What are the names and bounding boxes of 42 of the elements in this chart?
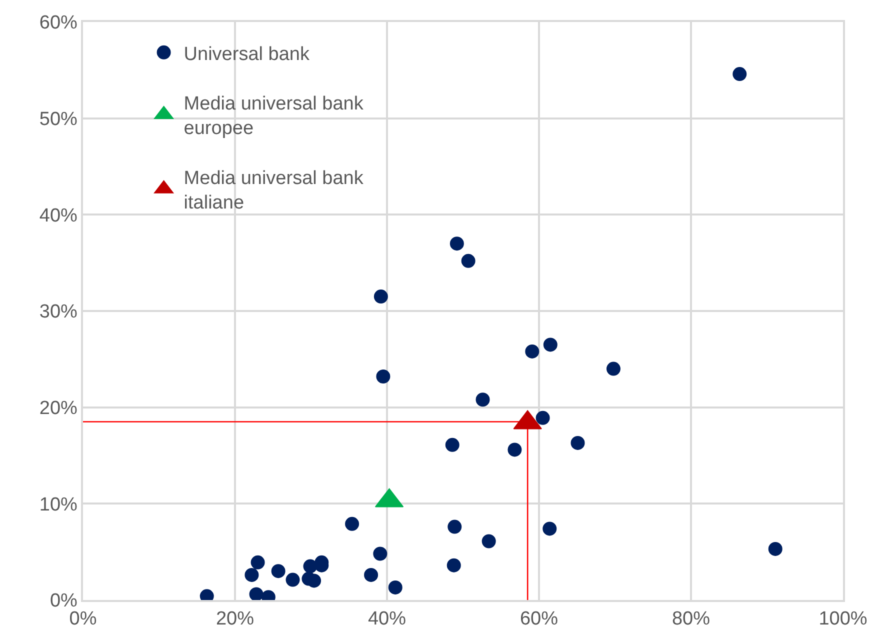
y-tick-label: 40% bbox=[39, 205, 78, 226]
y-tick-label: 50% bbox=[39, 108, 78, 130]
point bbox=[461, 254, 476, 268]
legend-label: Media universal bank europee bbox=[184, 94, 364, 140]
point bbox=[476, 392, 490, 407]
point bbox=[374, 290, 388, 304]
point bbox=[244, 568, 259, 582]
point bbox=[508, 442, 522, 457]
point bbox=[606, 362, 620, 376]
point bbox=[768, 542, 782, 556]
point bbox=[570, 436, 585, 450]
point bbox=[307, 574, 322, 588]
point bbox=[448, 520, 462, 534]
point bbox=[446, 558, 461, 572]
point bbox=[388, 580, 402, 594]
point bbox=[482, 534, 496, 548]
point bbox=[445, 438, 460, 452]
point bbox=[373, 546, 388, 561]
legend-label: Universal bank bbox=[184, 44, 310, 65]
point bbox=[542, 522, 557, 536]
point bbox=[271, 564, 286, 578]
point bbox=[543, 338, 558, 352]
point bbox=[364, 568, 378, 582]
x-tick-label: 80% bbox=[672, 608, 710, 630]
point bbox=[286, 572, 300, 587]
y-tick-label: 60% bbox=[39, 12, 78, 34]
y-tick-label: 30% bbox=[39, 302, 78, 323]
point bbox=[525, 344, 540, 358]
legend-label: Media universal bank italiane bbox=[184, 168, 364, 214]
y-tick-label: 20% bbox=[39, 398, 78, 419]
point bbox=[345, 516, 360, 531]
x-tick-label: 100% bbox=[818, 608, 868, 630]
point bbox=[450, 236, 464, 251]
x-tick-label: 40% bbox=[368, 608, 406, 630]
point bbox=[536, 410, 550, 425]
x-tick-label: 20% bbox=[216, 608, 254, 630]
x-tick-label: 60% bbox=[520, 608, 558, 630]
point bbox=[250, 555, 265, 570]
point bbox=[732, 67, 747, 82]
y-tick-label: 10% bbox=[39, 494, 78, 516]
point bbox=[249, 587, 264, 600]
point bbox=[376, 370, 390, 384]
